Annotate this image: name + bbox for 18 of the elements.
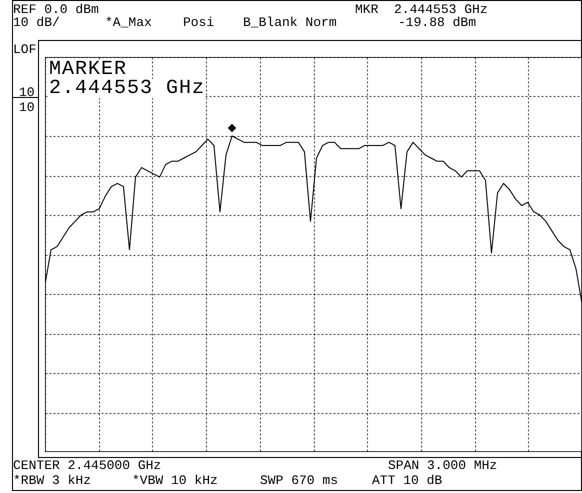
text: MARKER — [49, 58, 128, 81]
text: LOF — [13, 42, 36, 57]
text: -19.88 dBm — [398, 15, 476, 30]
text: Posi — [183, 15, 214, 30]
text: SWP 670 ms — [260, 473, 338, 488]
text: ATT 10 dB — [372, 473, 442, 488]
text: *VBW 10 kHz — [132, 473, 218, 488]
text: 10 dB/ — [13, 15, 60, 30]
text: CENTER 2.445000 GHz — [13, 458, 162, 473]
text: *RBW 3 kHz — [13, 473, 92, 488]
text: B_Blank Norm — [243, 15, 337, 30]
text: *A_Max — [105, 15, 152, 30]
text: MKR 2.444553 GHz — [355, 2, 488, 17]
text: SPAN 3.000 MHz — [388, 458, 498, 473]
text: REF 0.0 dBm — [13, 2, 99, 17]
text: 2.444553 GHz — [49, 77, 206, 100]
text: 10 — [19, 100, 35, 115]
text: 10 — [19, 85, 35, 100]
